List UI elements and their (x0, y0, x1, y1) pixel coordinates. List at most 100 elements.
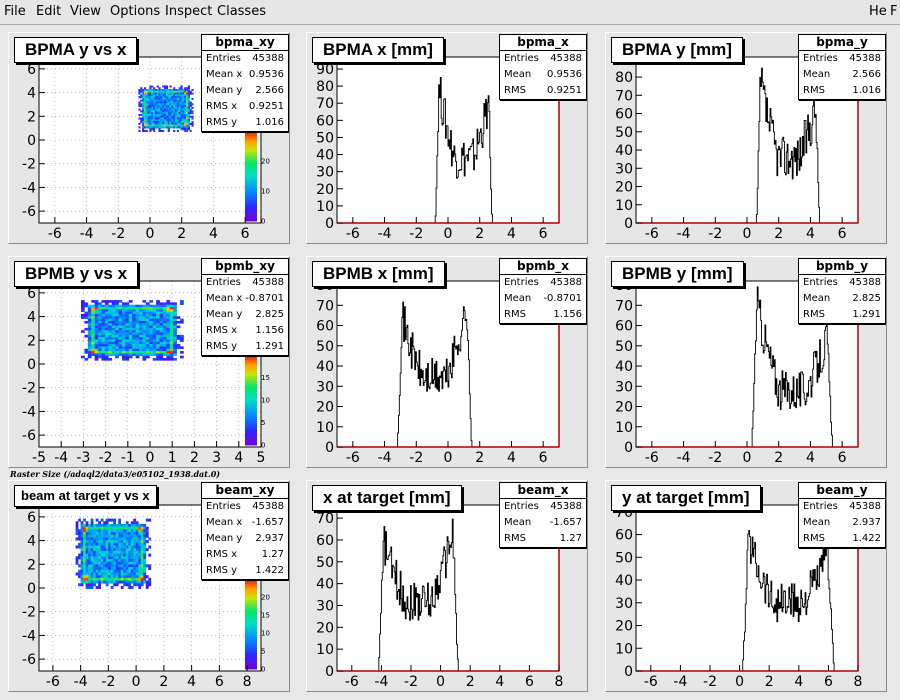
pad-bpmb_xy[interactable]: 0 5 10 15 -5 -4 -3 -2 -1 0 1 2 3 4 5 -6 -4 -2 0 2 4 6 BPMB y v… (8, 256, 290, 468)
stats-box: bpmb_x Entries 45388 Mean -0.8701 RMS 1.156 (499, 258, 587, 324)
menu-extra[interactable]: F (890, 4, 898, 19)
heatmap-cell (101, 316, 106, 319)
heatmap-cell (85, 553, 89, 557)
menu-edit[interactable]: Edit (36, 4, 62, 19)
heatmap-cell (184, 126, 187, 129)
heatmap-cell (108, 553, 112, 557)
heatmap-cell (158, 122, 161, 125)
stats-row: Mean x -0.8701 (202, 291, 288, 307)
heatmap-cell (133, 569, 137, 573)
heatmap-cell (133, 529, 137, 533)
heatmap-cell (113, 575, 117, 579)
heatmap-cell (91, 323, 95, 326)
heatmap-cell (120, 540, 124, 544)
heatmap-cell (95, 567, 99, 571)
menu-inspect[interactable]: Inspect (165, 4, 213, 19)
heatmap-cell (121, 355, 126, 359)
heatmap-cell (111, 304, 116, 308)
heatmap-cell (125, 545, 129, 549)
palette-tick-label: 20 (261, 158, 270, 166)
x-tick-label: -6 (46, 674, 60, 690)
heatmap-cell (101, 320, 106, 324)
heatmap-cell (169, 334, 174, 338)
heatmap-cell (149, 332, 154, 336)
heatmap-cell (182, 97, 185, 100)
heatmap-cell (104, 351, 109, 354)
heatmap-cell (125, 523, 129, 527)
heatmap-cell (98, 316, 102, 319)
heatmap-cell (103, 577, 107, 581)
menu-options[interactable]: Options (110, 4, 161, 19)
pad-bpma_xy[interactable]: 0 10 20 -6 -4 -2 0 2 4 6 -6 -4 -2 0 2 4 6 BPMA y vs x bpma… (8, 32, 290, 244)
x-tick-label: 4 (507, 450, 516, 466)
heatmap-cell (173, 334, 177, 338)
pad-bpma_x[interactable]: -6 -4 -2 0 2 4 6 0 10 20 30 40 50 60 70 80 90 BPMA x [mm]… (306, 32, 588, 244)
heatmap-cell (145, 311, 150, 315)
heatmap-cell (145, 124, 148, 127)
heatmap-cell (151, 99, 154, 102)
palette-step (245, 386, 257, 390)
heatmap-cell (121, 304, 126, 308)
palette-step (245, 411, 257, 414)
y-tick-label: 50 (316, 130, 334, 146)
y-tick-label: 30 (615, 596, 633, 612)
palette-step (245, 633, 257, 636)
pad-bpmb_y[interactable]: -6-4-2024601020304050607080BPMB y [mm]bp… (605, 256, 887, 468)
menu-classes[interactable]: Classes (217, 4, 266, 19)
menu-view[interactable]: View (70, 4, 101, 19)
heatmap-cell (173, 304, 177, 308)
heatmap-cell (90, 521, 94, 525)
heatmap-cell (139, 344, 143, 347)
heatmap-cell (145, 316, 150, 319)
pad-bpmb_x[interactable]: -6-4-2024601020304050607080BPMB x [mm]bp… (306, 256, 588, 468)
heatmap-cell (110, 585, 114, 589)
pad-beam_y[interactable]: -6 -4 -2 0 2 4 6 8 0 10 20 30 40 50 60 70 y at target [m… (605, 480, 887, 692)
heatmap-cell (130, 550, 134, 554)
heatmap-cell (83, 572, 86, 576)
heatmap-cell (123, 526, 127, 530)
heatmap-cell (175, 121, 178, 124)
heatmap-cell (151, 117, 154, 120)
palette-step (245, 185, 257, 188)
pad-beam_xy[interactable]: 0 5 10 15 20 -6 -4 -2 0 2 4 6 8 -6 -4 -2 0 2 4 6 beam at tar… (8, 480, 290, 692)
heatmap-cell (176, 113, 179, 116)
heatmap-cell (105, 534, 109, 538)
heatmap-cell (110, 518, 114, 522)
heatmap-cell (140, 87, 143, 90)
heatmap-cell (145, 325, 150, 329)
heatmap-cell (173, 121, 176, 124)
heatmap-cell (138, 103, 141, 106)
heatmap-cell (180, 110, 183, 113)
heatmap-cell (135, 550, 139, 554)
menu-help[interactable]: He (869, 4, 887, 19)
heatmap-cell (118, 323, 123, 326)
heatmap-cell (128, 567, 132, 571)
heatmap-cell (171, 117, 174, 120)
heatmap-cell (147, 103, 150, 106)
heatmap-cell (187, 99, 190, 102)
heatmap-cell (108, 346, 113, 350)
x-tick-label: -4 (673, 674, 687, 690)
heatmap-cell (182, 103, 185, 106)
heatmap-cell (120, 548, 124, 552)
heatmap-cell (115, 320, 119, 324)
heatmap-cell (83, 580, 86, 584)
stats-key: Mean y (206, 85, 243, 96)
heatmap-cell (162, 96, 165, 99)
heatmap-cell (135, 332, 140, 336)
heatmap-cell (156, 99, 159, 102)
heatmap-cell (182, 101, 185, 104)
heatmap-cell (118, 575, 122, 579)
palette-step (245, 162, 257, 166)
y-tick-label: 50 (615, 550, 633, 566)
heatmap-cell (149, 351, 154, 354)
stats-key: RMS x (206, 101, 238, 112)
menu-file[interactable]: File (4, 4, 26, 19)
heatmap-cell (160, 92, 163, 95)
heatmap-cell (132, 344, 136, 347)
canvas-caption: Raster Size (/adaql2/data3/e05102_1938.d… (10, 469, 221, 479)
palette-step (245, 196, 257, 199)
pad-beam_x[interactable]: -6 -4 -2 0 2 4 6 8 0 10 20 30 40 50 60 70 x at target [m… (306, 480, 588, 692)
heatmap-cell (140, 532, 144, 536)
